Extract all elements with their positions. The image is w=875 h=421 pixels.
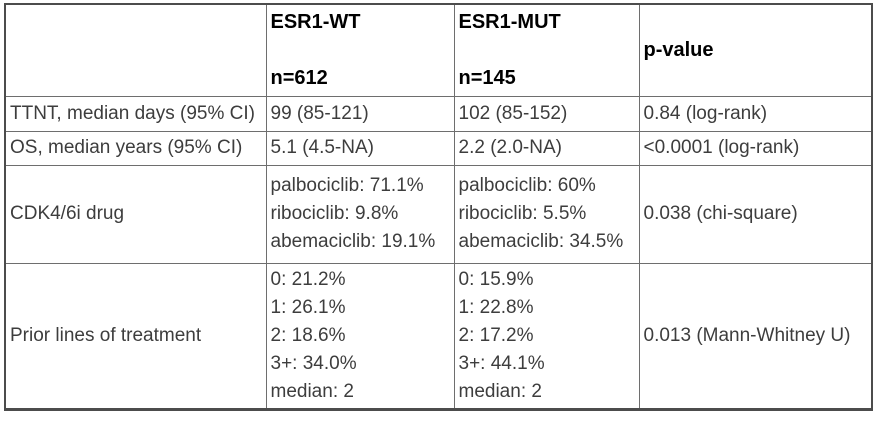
ttnt-p-value: 0.84 (log-rank) [638,95,873,132]
header-p-value-cell: p-value [638,3,873,97]
cell-line: abemaciclib: 34.5% [458,231,624,252]
drug-wt-breakdown: palbociclib: 71.1% ribociclib: 9.8% abemac… [265,164,455,264]
header-row: ESR1-WT n=612 ESR1-MUT n=145 p-value [4,3,873,97]
cell-line: 0: 21.2% [270,268,346,290]
drug-mut-breakdown: palbociclib: 60% ribociclib: 5.5% abemacic… [453,164,640,264]
os-mut-value: 2.2 (2.0-NA) [453,130,640,166]
cell-line: ribociclib: 9.8% [270,203,399,224]
table-row-cdk46i-drug: CDK4/6i drug palbociclib: 71.1% ribocicli… [4,164,873,264]
header-spacer [271,36,450,64]
header-corner-cell [4,3,267,97]
cell-line: 1: 22.8% [458,296,534,318]
ttnt-mut-value: 102 (85-152) [453,95,640,132]
row-label-cdk46i-drug: CDK4/6i drug [4,164,267,264]
cell-line: 3+: 34.0% [270,352,357,374]
ttnt-wt-value: 99 (85-121) [265,95,455,132]
cell-line: 5.1 (4.5-NA) [270,137,374,158]
table-row-os: OS, median years (95% CI) 5.1 (4.5-NA) 2… [4,130,873,166]
prior-lines-wt-breakdown: 0: 21.2% 1: 26.1% 2: 18.6% 3+: 34.0% median:… [265,262,455,410]
cell-line: abemaciclib: 19.1% [270,231,436,252]
cell-line: palbociclib: 60% [458,175,596,196]
column-title-esr1-wt: ESR1-WT [270,11,361,34]
cell-line: 0: 15.9% [458,268,534,290]
row-label-prior-lines: Prior lines of treatment [4,262,267,410]
column-n-esr1-mut: n=145 [458,67,516,90]
prior-lines-mut-breakdown: 0: 15.9% 1: 22.8% 2: 17.2% 3+: 44.1% median:… [453,262,640,410]
cell-line: median: 2 [270,380,354,402]
table-row-ttnt: TTNT, median days (95% CI) 99 (85-121) 1… [4,95,873,132]
cell-line: 2.2 (2.0-NA) [458,137,562,158]
cell-line: 99 (85-121) [270,102,369,124]
cell-line: palbociclib: 71.1% [270,175,424,196]
cell-line: 2: 17.2% [458,324,534,346]
cell-line: median: 2 [458,380,542,402]
column-title-esr1-mut: ESR1-MUT [458,11,561,34]
row-label-os: OS, median years (95% CI) [4,130,267,166]
cell-line: 3+: 44.1% [458,352,545,374]
header-spacer [459,36,635,64]
cell-line: 2: 18.6% [270,324,346,346]
table-row-prior-lines: Prior lines of treatment 0: 21.2% 1: 26.1… [4,262,873,410]
row-label-ttnt: TTNT, median days (95% CI) [4,95,267,132]
cell-line: 1: 26.1% [270,296,346,318]
drug-p-value: 0.038 (chi-square) [638,164,873,264]
prior-lines-p-value: 0.013 (Mann-Whitney U) [638,262,873,410]
cell-line: 102 (85-152) [458,102,568,124]
os-wt-value: 5.1 (4.5-NA) [265,130,455,166]
column-title-p-value: p-value [643,39,714,62]
os-p-value: <0.0001 (log-rank) [638,130,873,166]
header-esr1-mut-cell: ESR1-MUT n=145 [453,3,640,97]
header-esr1-wt-cell: ESR1-WT n=612 [265,3,455,97]
comparison-table: ESR1-WT n=612 ESR1-MUT n=145 p-value TTN… [4,3,873,411]
column-n-esr1-wt: n=612 [270,67,328,90]
cell-line: ribociclib: 5.5% [458,203,587,224]
